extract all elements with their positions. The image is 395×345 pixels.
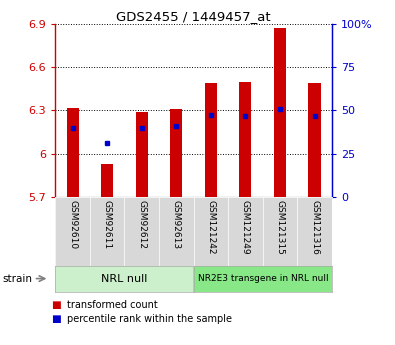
Text: NRL null: NRL null [101, 274, 147, 284]
Bar [205, 83, 217, 197]
Bar [274, 29, 286, 197]
Text: NR2E3 transgene in NRL null: NR2E3 transgene in NRL null [198, 274, 328, 283]
Text: strain: strain [2, 274, 32, 284]
Bar [239, 82, 252, 197]
Bar [170, 109, 182, 197]
Text: percentile rank within the sample: percentile rank within the sample [67, 314, 232, 324]
Bar [308, 83, 321, 197]
Text: GSM92610: GSM92610 [68, 200, 77, 249]
Bar [101, 164, 113, 197]
Text: ■: ■ [51, 314, 61, 324]
Text: GSM121316: GSM121316 [310, 200, 319, 255]
Bar [66, 108, 79, 197]
Bar [135, 112, 148, 197]
Text: GSM121242: GSM121242 [206, 200, 215, 255]
Text: GSM121249: GSM121249 [241, 200, 250, 255]
Title: GDS2455 / 1449457_at: GDS2455 / 1449457_at [116, 10, 271, 23]
Text: ■: ■ [51, 300, 61, 310]
Text: GSM92613: GSM92613 [172, 200, 181, 249]
Text: GSM92611: GSM92611 [103, 200, 112, 249]
Text: GSM121315: GSM121315 [275, 200, 284, 255]
Text: GSM92612: GSM92612 [137, 200, 146, 249]
Text: transformed count: transformed count [67, 300, 158, 310]
